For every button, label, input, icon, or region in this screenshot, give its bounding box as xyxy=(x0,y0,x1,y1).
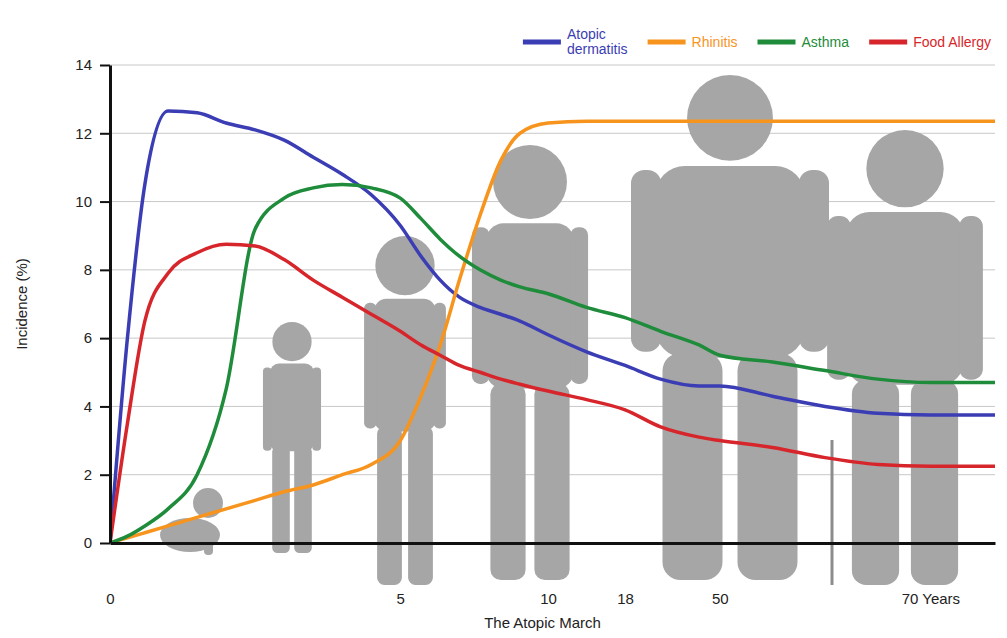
silhouette xyxy=(631,75,829,580)
silhouette-cane xyxy=(831,440,834,585)
silhouette-arm xyxy=(312,368,321,451)
tick-label: 0 xyxy=(106,590,114,607)
silhouette-body xyxy=(270,364,314,452)
legend-label: Asthma xyxy=(801,34,849,50)
legend-swatch xyxy=(648,40,686,45)
tick: 14 xyxy=(75,56,110,73)
silhouette-leg xyxy=(490,384,525,580)
tick-mark xyxy=(100,133,110,135)
silhouette-arm xyxy=(799,170,829,352)
tick: 5 xyxy=(397,543,405,607)
y-axis: 0 2 4 6 8 10 12 14 xyxy=(75,56,110,551)
legend-label-line: Atopic xyxy=(567,26,606,42)
silhouette-leg xyxy=(294,446,312,553)
grid-line xyxy=(110,133,995,134)
silhouette-arm xyxy=(364,303,376,429)
tick-mark xyxy=(100,406,110,408)
silhouette-body xyxy=(846,212,964,385)
y-axis-title: Incidence (%) xyxy=(13,258,30,350)
tick-label: 18 xyxy=(617,590,634,607)
tick-mark xyxy=(100,543,110,545)
silhouettes xyxy=(160,75,983,585)
grid-line xyxy=(110,65,995,66)
silhouette-leg xyxy=(534,384,569,580)
legend-item: Rhinitis xyxy=(648,34,738,50)
tick-mark xyxy=(100,65,110,67)
x-axis: 0 5 10 18 50 70 Years xyxy=(106,543,995,607)
tick-label: 50 xyxy=(712,590,729,607)
silhouette-leg xyxy=(377,426,402,585)
tick-label: 2 xyxy=(84,466,92,483)
tick: 0 xyxy=(106,543,114,607)
tick-label: 0 xyxy=(84,534,92,551)
silhouette-head xyxy=(687,75,773,161)
legend: Atopicdermatitis Rhinitis Asthma Food Aller… xyxy=(523,26,991,57)
tick-mark xyxy=(100,269,110,271)
tick-label: 8 xyxy=(84,261,92,278)
chart: 0 2 4 6 8 10 12 14 0 5 10 18 50 70 Years Incidence (%)… xyxy=(0,0,1007,638)
series-line xyxy=(110,111,995,543)
series-line xyxy=(110,185,995,544)
tick: 2 xyxy=(84,466,110,483)
silhouette-body xyxy=(486,223,574,388)
legend-swatch xyxy=(869,40,907,45)
silhouette-body xyxy=(374,299,436,432)
silhouette-arm xyxy=(959,216,983,380)
tick: 6 xyxy=(84,329,110,346)
tick-label: 14 xyxy=(75,56,92,73)
silhouette-arm xyxy=(204,525,213,555)
legend-label-line: dermatitis xyxy=(567,41,628,57)
tick: 12 xyxy=(75,125,110,142)
series-line xyxy=(110,244,995,543)
tick: 4 xyxy=(84,398,110,415)
tick: 10 xyxy=(75,193,110,210)
tick: 10 xyxy=(540,543,557,607)
silhouette-head xyxy=(866,130,943,207)
legend-item: Atopicdermatitis xyxy=(523,26,628,57)
silhouette-leg xyxy=(911,380,958,585)
tick-label: 4 xyxy=(84,398,92,415)
silhouette-arm xyxy=(434,303,446,429)
silhouette-leg xyxy=(738,353,798,580)
legend-swatch xyxy=(757,40,795,45)
tick-label: 12 xyxy=(75,125,92,142)
tick-label: 10 xyxy=(540,590,557,607)
lines xyxy=(110,111,995,543)
legend-item: Food Allergy xyxy=(869,34,991,50)
silhouette xyxy=(827,130,983,585)
series-line xyxy=(110,121,995,543)
tick: 18 xyxy=(617,543,634,607)
tick-label: 70 Years xyxy=(902,590,960,607)
silhouette-arm xyxy=(263,368,272,451)
legend-label: Rhinitis xyxy=(692,34,738,50)
tick-mark xyxy=(100,474,110,476)
grid-line xyxy=(110,543,995,544)
silhouette-arm xyxy=(827,216,851,380)
tick-mark xyxy=(100,201,110,203)
axis-line xyxy=(109,66,112,544)
silhouette xyxy=(364,236,446,585)
tick-label: 6 xyxy=(84,329,92,346)
axis-line xyxy=(111,542,996,545)
silhouette-head xyxy=(375,236,434,295)
tick: 50 xyxy=(712,543,729,607)
silhouette-leg xyxy=(272,446,290,553)
tick-mark xyxy=(100,338,110,340)
tick-label: 10 xyxy=(75,193,92,210)
legend-swatch xyxy=(523,40,561,45)
silhouette-body xyxy=(655,166,805,358)
legend-label: Atopicdermatitis xyxy=(567,26,628,57)
silhouette-leg xyxy=(408,426,433,585)
silhouette xyxy=(472,145,588,580)
x-axis-title: The Atopic March xyxy=(484,614,601,631)
silhouette xyxy=(263,322,321,553)
silhouette-head xyxy=(272,322,311,361)
tick-label: 5 xyxy=(397,590,405,607)
tick: 0 xyxy=(84,534,110,551)
tick: 70 Years xyxy=(902,543,960,607)
legend-item: Asthma xyxy=(757,34,849,50)
tick: 8 xyxy=(84,261,110,278)
legend-label: Food Allergy xyxy=(913,34,991,50)
